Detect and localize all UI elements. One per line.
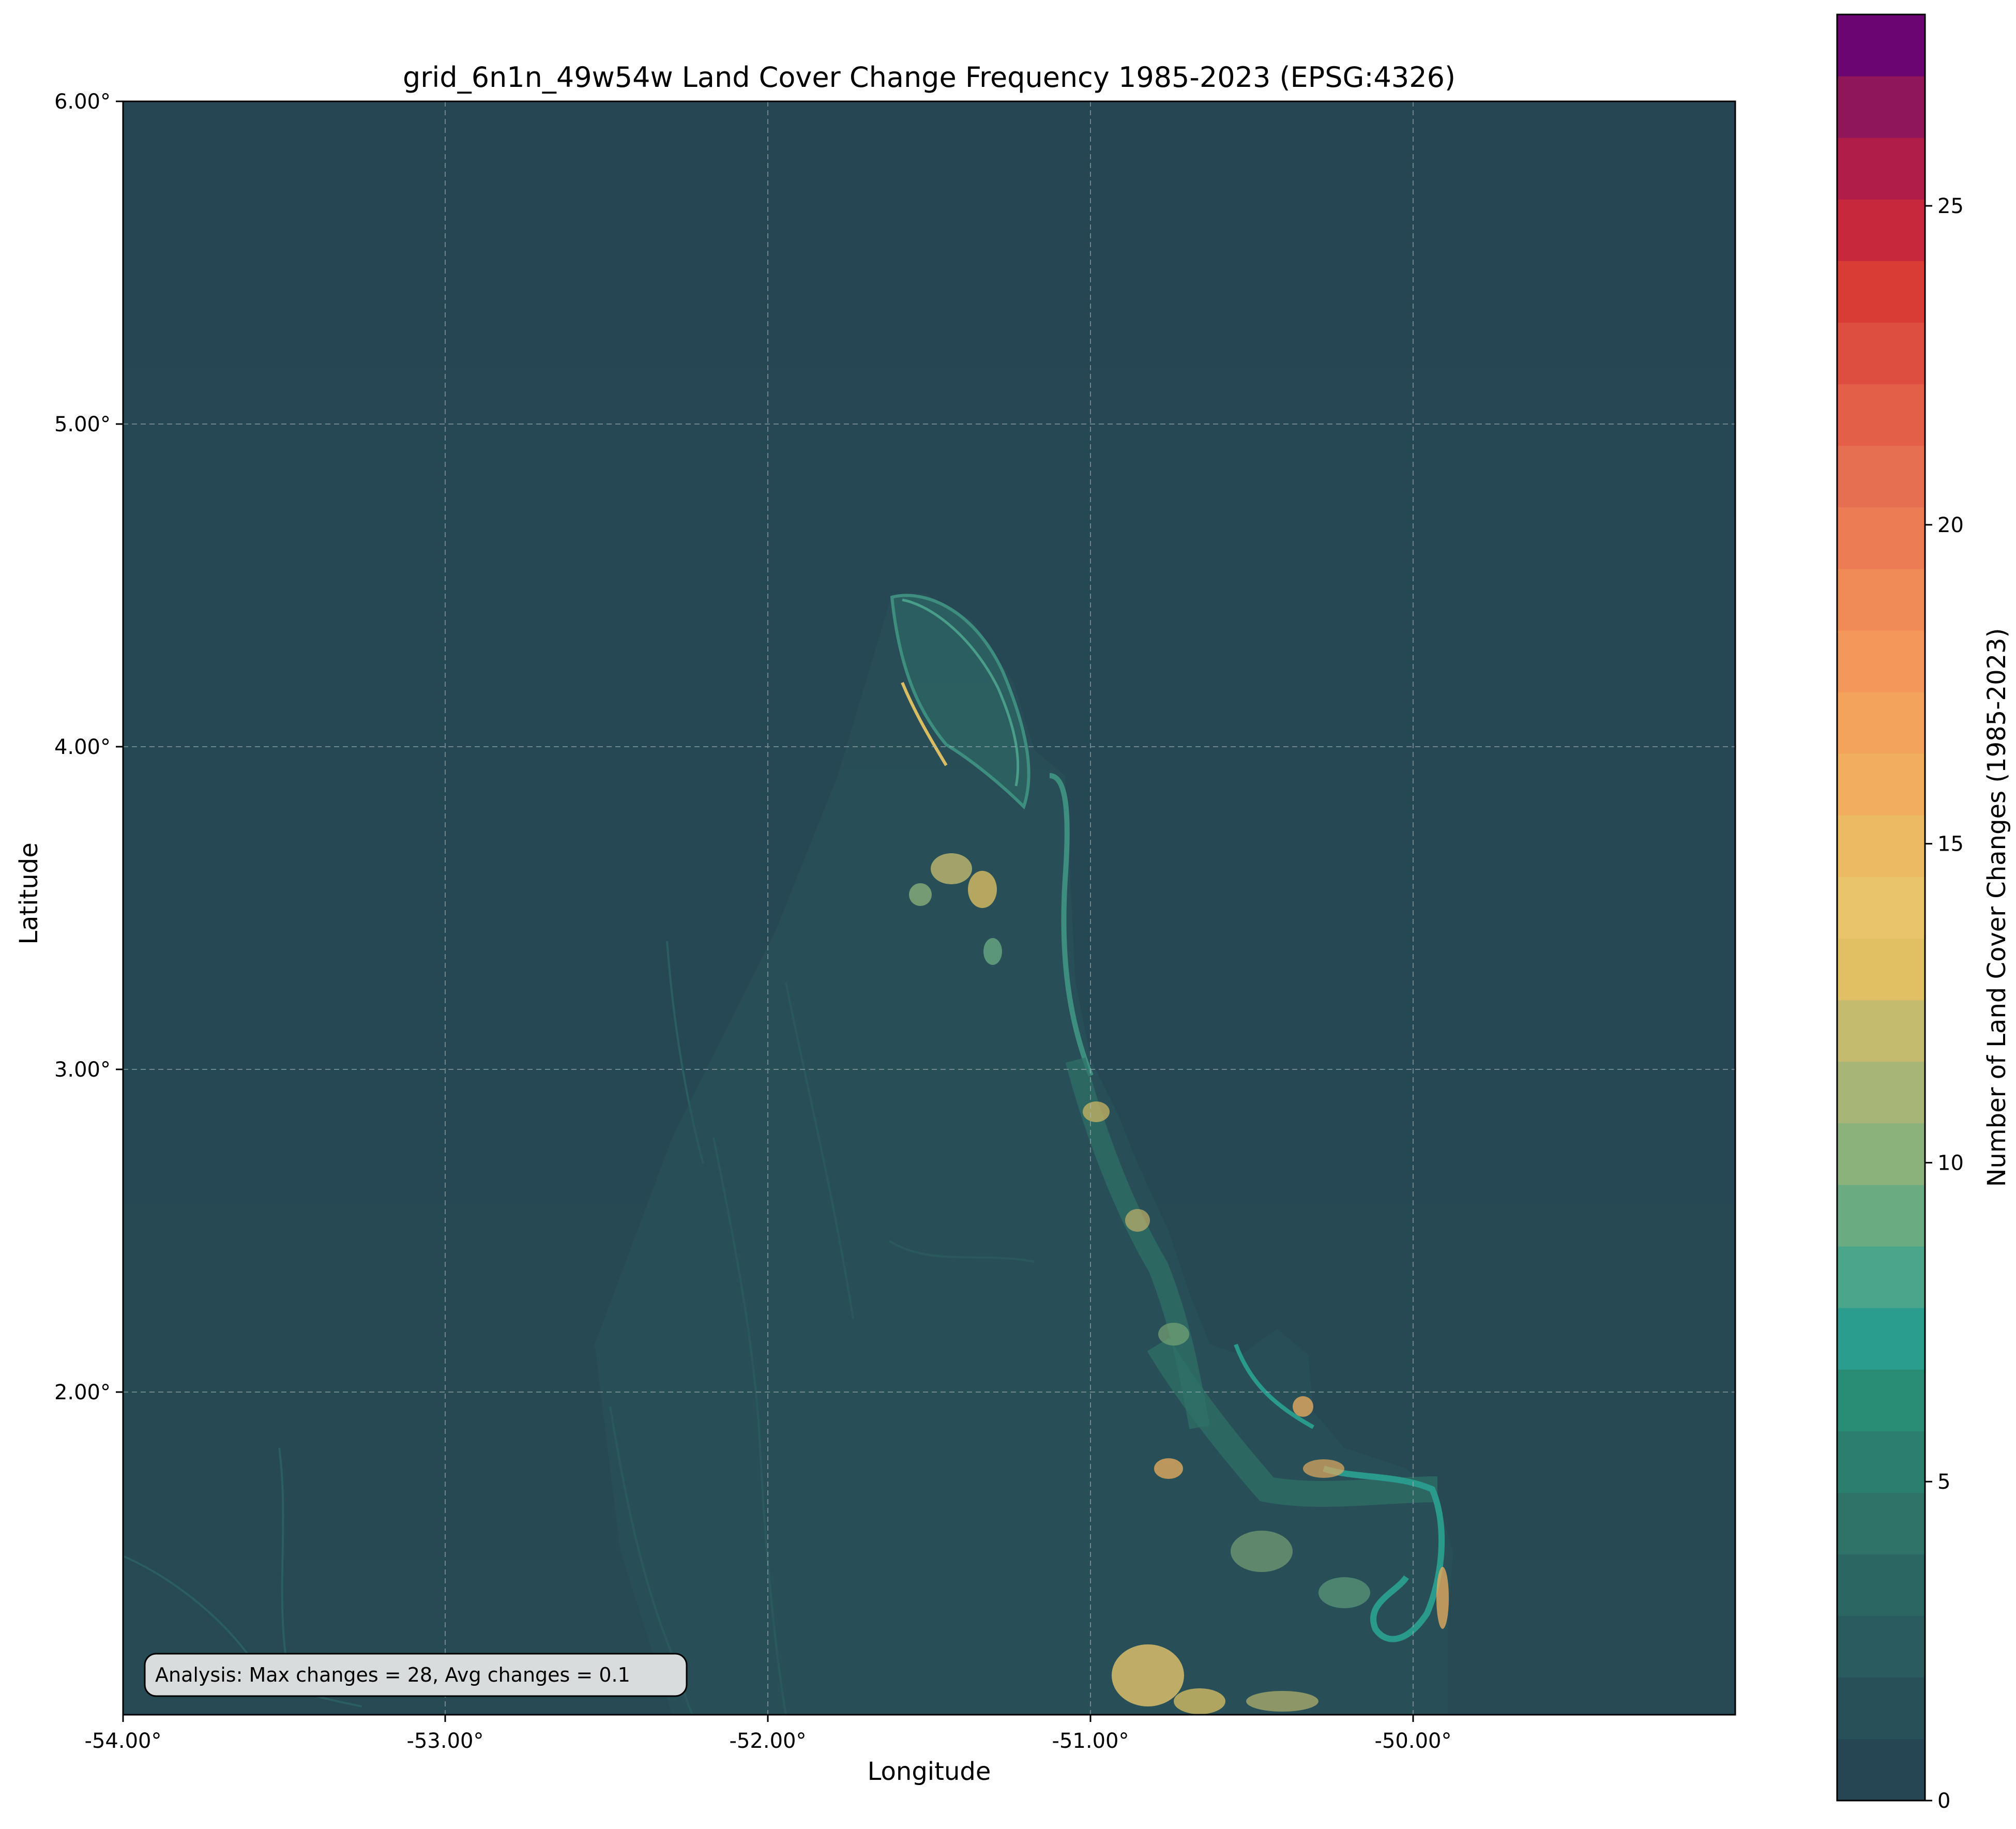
colorbar-segment <box>1837 692 1925 754</box>
colorbar-segments <box>1837 14 1925 1801</box>
colorbar: 0 5 10 15 20 25 Number of Land Cover Changes … <box>1836 13 2011 1813</box>
y-axis: 6.00° 5.00° 4.00° 3.00° 2.00° Latitude <box>14 90 123 1404</box>
x-axis-label: Longitude <box>868 1757 991 1786</box>
colorbar-segment <box>1837 1000 1925 1062</box>
colorbar-segment <box>1837 384 1925 446</box>
colorbar-label: Number of Land Cover Changes (1985-2023) <box>1982 628 2011 1187</box>
colorbar-segment <box>1837 1308 1925 1370</box>
colorbar-segment <box>1837 507 1925 569</box>
colorbar-segment <box>1837 261 1925 323</box>
analysis-annotation: Analysis: Max changes = 28, Avg changes … <box>144 1653 688 1697</box>
colorbar-frame <box>1836 13 1926 1802</box>
y-tick-label: 6.00° <box>54 90 111 114</box>
colorbar-tick-label: 25 <box>1937 194 1964 218</box>
y-tick-label: 5.00° <box>54 413 111 436</box>
colorbar-segment <box>1837 1061 1925 1124</box>
colorbar-segment <box>1837 1739 1925 1801</box>
colorbar-segment <box>1837 1554 1925 1616</box>
colorbar-segment <box>1837 199 1925 261</box>
colorbar-segment <box>1837 1492 1925 1555</box>
colorbar-segment <box>1837 14 1925 77</box>
colorbar-segment <box>1837 445 1925 508</box>
colorbar-segment <box>1837 938 1925 1001</box>
map-title: grid_6n1n_49w54w Land Cover Change Frequ… <box>403 61 1456 94</box>
colorbar-ticks: 0 5 10 15 20 25 <box>1925 194 1964 1813</box>
map-area <box>123 101 1735 1715</box>
x-tick-label: -53.00° <box>407 1729 484 1753</box>
y-tick-label: 3.00° <box>54 1058 111 1082</box>
colorbar-tick-label: 20 <box>1937 513 1964 537</box>
colorbar-segment <box>1837 876 1925 939</box>
colorbar-segment <box>1837 1677 1925 1740</box>
x-tick-label: -52.00° <box>730 1729 807 1753</box>
annotation-text: Analysis: Max changes = 28, Avg changes … <box>155 1664 630 1686</box>
colorbar-segment <box>1837 1246 1925 1308</box>
colorbar-segment <box>1837 322 1925 385</box>
x-tick-label: -54.00° <box>85 1729 162 1753</box>
colorbar-segment <box>1837 753 1925 815</box>
y-axis-label: Latitude <box>14 842 43 945</box>
y-tick-label: 4.00° <box>54 735 111 759</box>
x-tick-label: -50.00° <box>1375 1729 1452 1753</box>
colorbar-segment <box>1837 630 1925 692</box>
colorbar-tick-label: 15 <box>1937 833 1964 856</box>
colorbar-segment <box>1837 568 1925 631</box>
y-tick-label: 2.00° <box>54 1381 111 1404</box>
colorbar-segment <box>1837 1184 1925 1247</box>
colorbar-segment <box>1837 1123 1925 1185</box>
colorbar-segment <box>1837 815 1925 877</box>
colorbar-tick-label: 5 <box>1937 1470 1950 1494</box>
colorbar-segment <box>1837 1369 1925 1431</box>
colorbar-segment <box>1837 138 1925 200</box>
colorbar-tick-label: 10 <box>1937 1151 1964 1175</box>
x-axis: -54.00° -53.00° -52.00° -51.00° -50.00° … <box>85 1715 1452 1786</box>
colorbar-segment <box>1837 76 1925 138</box>
colorbar-segment <box>1837 1615 1925 1678</box>
colorbar-segment <box>1837 1431 1925 1493</box>
x-tick-label: -51.00° <box>1052 1729 1129 1753</box>
colorbar-tick-label: 0 <box>1937 1789 1950 1813</box>
map-frame <box>122 100 1736 1716</box>
map-grid <box>123 101 1735 1715</box>
